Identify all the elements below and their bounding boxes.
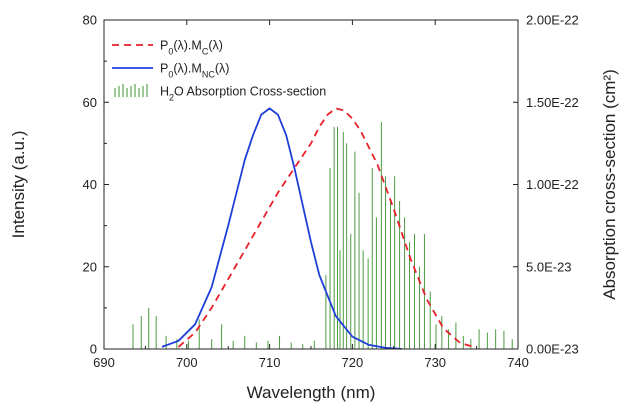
x-tick-label: 710 (259, 355, 281, 370)
legend: P0(λ).MC(λ)P0(λ).MNC(λ)H2O Absorption Cr… (112, 39, 326, 103)
legend-label-tail: (λ) (208, 39, 223, 53)
x-tick-label: 740 (507, 355, 529, 370)
legend-label-sub: C (202, 47, 209, 57)
y-tick-label: 60 (83, 95, 97, 110)
legend-label: H2O Absorption Cross-section (160, 85, 326, 103)
y2-tick-label: 0.00E-23 (526, 342, 579, 357)
legend-label-base: P (160, 39, 168, 53)
legend-label-mid: (λ).M (173, 62, 201, 76)
y2-tick-label: 1.00E-22 (526, 177, 579, 192)
legend-item-mnc: P0(λ).MNC(λ) (112, 62, 229, 80)
legend-label-sub: 2 (169, 93, 174, 103)
ticks-layer: 690 700 710 720 730 7400204060800.00E-235.0E-… (83, 13, 579, 371)
x-tick-label: 700 (176, 355, 198, 370)
y-axis-title: Intensity (a.u.) (9, 131, 28, 239)
legend-label-mid: (λ).M (173, 39, 201, 53)
legend-label-mid: O Absorption Cross-section (174, 85, 326, 99)
series-layer (132, 107, 513, 349)
legend-item-h2o: H2O Absorption Cross-section (114, 84, 326, 103)
series-line-mc (177, 107, 477, 349)
legend-label-sub: NC (202, 70, 215, 80)
x-tick-label: 730 (424, 355, 446, 370)
x-tick-label: 720 (342, 355, 364, 370)
y-tick-label: 20 (83, 259, 97, 274)
y-tick-label: 0 (90, 342, 97, 357)
legend-label-sub: 0 (168, 70, 173, 80)
y-tick-label: 40 (83, 177, 97, 192)
y2-tick-label: 1.50E-22 (526, 95, 579, 110)
legend-label-base: H (160, 85, 169, 99)
legend-label-sub: 0 (168, 47, 173, 57)
legend-label: P0(λ).MC(λ) (160, 39, 223, 57)
legend-item-mc: P0(λ).MC(λ) (112, 39, 223, 57)
y2-axis-title: Absorption cross-section (cm²) (600, 69, 619, 300)
x-tick-label: 690 (93, 355, 115, 370)
legend-label-tail: (λ) (215, 62, 230, 76)
legend-label: P0(λ).MNC(λ) (160, 62, 229, 80)
series-line-mnc (161, 107, 403, 349)
y2-tick-label: 5.0E-23 (526, 259, 572, 274)
x-axis-title: Wavelength (nm) (247, 383, 376, 402)
legend-label-base: P (160, 62, 168, 76)
series-h2o-spikes (132, 121, 513, 349)
y-tick-label: 80 (83, 13, 97, 28)
y2-tick-label: 2.00E-22 (526, 13, 579, 28)
